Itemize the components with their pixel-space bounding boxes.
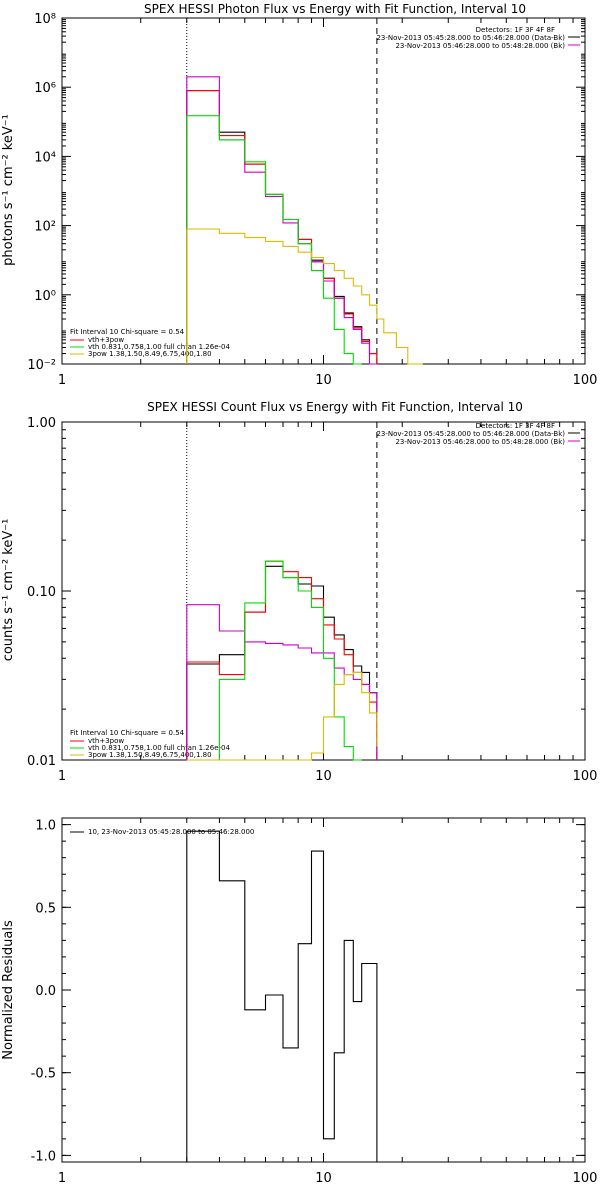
count-flux-y-tick-label: 0.10 <box>27 585 56 600</box>
residuals-x-tick-label: 1 <box>58 1171 66 1186</box>
residuals-y-axis-label: Normalized Residuals <box>1 920 16 1060</box>
residuals-y-tick-label: -0.5 <box>31 1067 56 1082</box>
photon-flux-y-tick-label: 10⁸ <box>34 12 56 27</box>
residuals-y-tick-label: -1.0 <box>31 1149 56 1164</box>
legend-bk: 23-Nov-2013 05:46:28.000 to 05:48:28.000… <box>395 42 565 50</box>
photon-flux-legend-bottom-left: Fit Interval 10 Chi-square = 0.54 vth+3p… <box>70 328 230 358</box>
photon-flux-y-tick-label: 10⁻² <box>27 358 56 373</box>
legend-detectors: Detectors: 1F 3F 4F 8F <box>476 422 555 430</box>
legend-vth3pow: vth+3pow <box>88 336 124 344</box>
photon-flux-x-tick-label: 100 <box>573 373 598 388</box>
photon-flux-series-3-step-line <box>186 115 362 365</box>
legend-fit-interval: Fit Interval 10 Chi-square = 0.54 <box>70 328 185 336</box>
legend-bk: 23-Nov-2013 05:46:28.000 to 05:48:28.000… <box>395 438 565 446</box>
count-flux-x-tick-label: 10 <box>315 769 332 784</box>
count-flux-y-axis-label: counts s⁻¹ cm⁻² keV⁻¹ <box>1 519 16 662</box>
photon-flux-legend-top-right: Detectors: 1F 3F 4F 8F 23-Nov-2013 05:45… <box>376 26 580 50</box>
count-flux-y-tick-label: 1.00 <box>27 416 56 431</box>
residuals-y-tick-label: 1.0 <box>35 819 56 834</box>
photon-flux-y-tick-label: 10⁴ <box>34 150 56 165</box>
count-flux-title: SPEX HESSI Count Flux vs Energy with Fit… <box>147 400 523 414</box>
legend-fit-interval: Fit Interval 10 Chi-square = 0.54 <box>70 729 185 737</box>
count-flux-y-tick-label: 0.01 <box>27 754 56 769</box>
residuals-panel: Normalized Residuals 10, 23-Nov-2013 05:… <box>1 817 598 1186</box>
photon-flux-title: SPEX HESSI Photon Flux vs Energy with Fi… <box>144 2 526 16</box>
photon-flux-series-4-step-line <box>186 228 423 365</box>
photon-flux-y-tick-label: 10² <box>34 220 56 235</box>
legend-data-bk: 23-Nov-2013 05:45:28.000 to 05:46:28.000… <box>376 430 565 438</box>
residuals-x-tick-label: 10 <box>315 1171 332 1186</box>
count-flux-x-tick-label: 1 <box>58 769 66 784</box>
photon-flux-y-axis-label: photons s⁻¹ cm⁻² keV⁻¹ <box>1 114 16 266</box>
legend-vth3pow: vth+3pow <box>88 737 124 745</box>
residuals-y-tick-label: 0.5 <box>35 901 56 916</box>
count-flux-x-tick-label: 100 <box>573 769 598 784</box>
count-flux-legend-bottom-left: Fit Interval 10 Chi-square = 0.54 vth+3p… <box>70 729 230 759</box>
photon-flux-x-tick-label: 10 <box>315 373 332 388</box>
count-flux-series-3-step-line <box>186 560 362 761</box>
photon-flux-x-tick-label: 1 <box>58 373 66 388</box>
legend-3pow: 3pow 1.38,1.50,8.49,6.75,400,1.80 <box>88 751 212 759</box>
residuals-legend-label: 10, 23-Nov-2013 05:45:28.000 to 05:46:28… <box>88 828 254 836</box>
residuals-y-tick-label: 0.0 <box>35 984 56 999</box>
count-flux-panel: SPEX HESSI Count Flux vs Energy with Fit… <box>1 400 597 784</box>
residuals-legend: 10, 23-Nov-2013 05:45:28.000 to 05:46:28… <box>70 828 254 836</box>
legend-data-bk: 23-Nov-2013 05:45:28.000 to 05:46:28.000… <box>376 34 565 42</box>
legend-3pow: 3pow 1.38,1.50,8.49,6.75,400,1.80 <box>88 350 212 358</box>
legend-detectors: Detectors: 1F 3F 4F 8F <box>476 26 555 34</box>
count-flux-legend-top-right: Detectors: 1F 3F 4F 8F 23-Nov-2013 05:45… <box>376 422 580 446</box>
legend-vth: vth 0.831,0.758,1.00 full chfan 1.26e-04 <box>88 744 230 752</box>
count-flux-series-4-step-line <box>186 671 378 761</box>
residuals-x-tick-label: 100 <box>573 1171 598 1186</box>
legend-vth: vth 0.831,0.758,1.00 full chfan 1.26e-04 <box>88 343 230 351</box>
photon-flux-y-tick-label: 10⁶ <box>34 81 56 96</box>
photon-flux-panel: SPEX HESSI Photon Flux vs Energy with Fi… <box>1 2 597 388</box>
residuals-series-0-step-line <box>186 830 378 1162</box>
photon-flux-y-tick-label: 10⁰ <box>34 289 56 304</box>
